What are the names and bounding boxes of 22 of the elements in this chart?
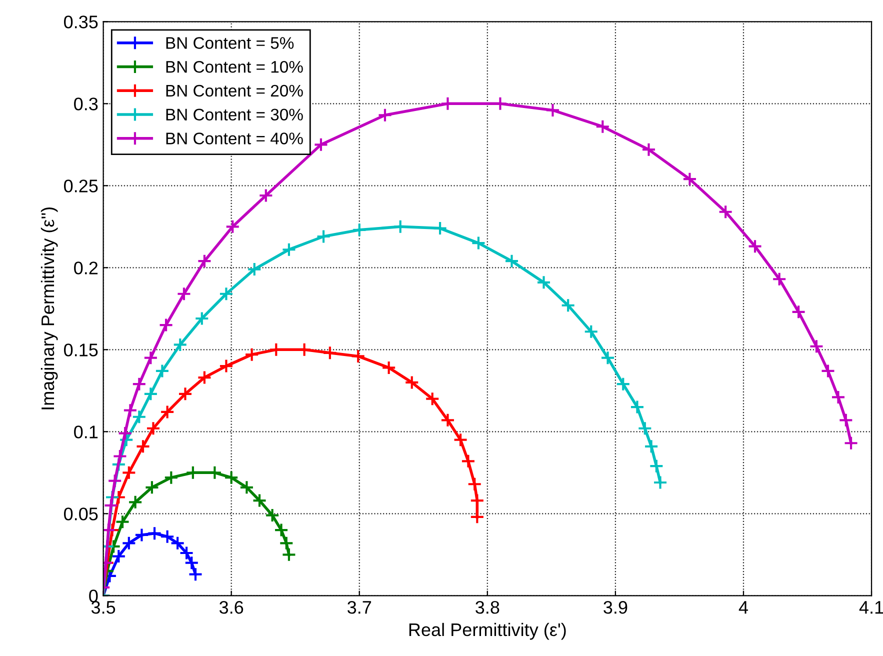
x-tick-label: 4 xyxy=(738,601,748,614)
y-tick-label: 0 xyxy=(89,590,98,602)
y-tick-label: 0.15 xyxy=(64,344,98,356)
y-tick-label: 0.2 xyxy=(74,262,98,274)
x-tick-label: 3.7 xyxy=(348,600,372,614)
legend-label: BN Content = 5% xyxy=(166,37,294,49)
x-tick-label: 3.9 xyxy=(604,600,628,614)
x-tick-label: 4.1 xyxy=(859,601,883,614)
legend-label: BN Content = 30% xyxy=(166,108,303,120)
legend-label: BN Content = 40% xyxy=(166,132,303,144)
y-tick-label: 0.3 xyxy=(74,98,98,110)
legend-label: BN Content = 10% xyxy=(166,60,303,73)
y-tick-label: 0.1 xyxy=(74,426,98,438)
x-axis-title: Real Permittivity (ε') xyxy=(409,622,566,640)
y-tick-label: 0.35 xyxy=(64,16,98,28)
y-tick-label: 0.25 xyxy=(64,180,98,192)
x-tick-label: 3.6 xyxy=(219,600,244,614)
x-tick-label: 3.5 xyxy=(91,600,116,614)
y-axis-title: Imaginary Permittivity (ε'') xyxy=(40,207,58,410)
x-tick-label: 3.8 xyxy=(476,600,500,614)
y-tick-label: 0.05 xyxy=(64,508,98,520)
legend-label: BN Content = 20% xyxy=(166,84,303,97)
